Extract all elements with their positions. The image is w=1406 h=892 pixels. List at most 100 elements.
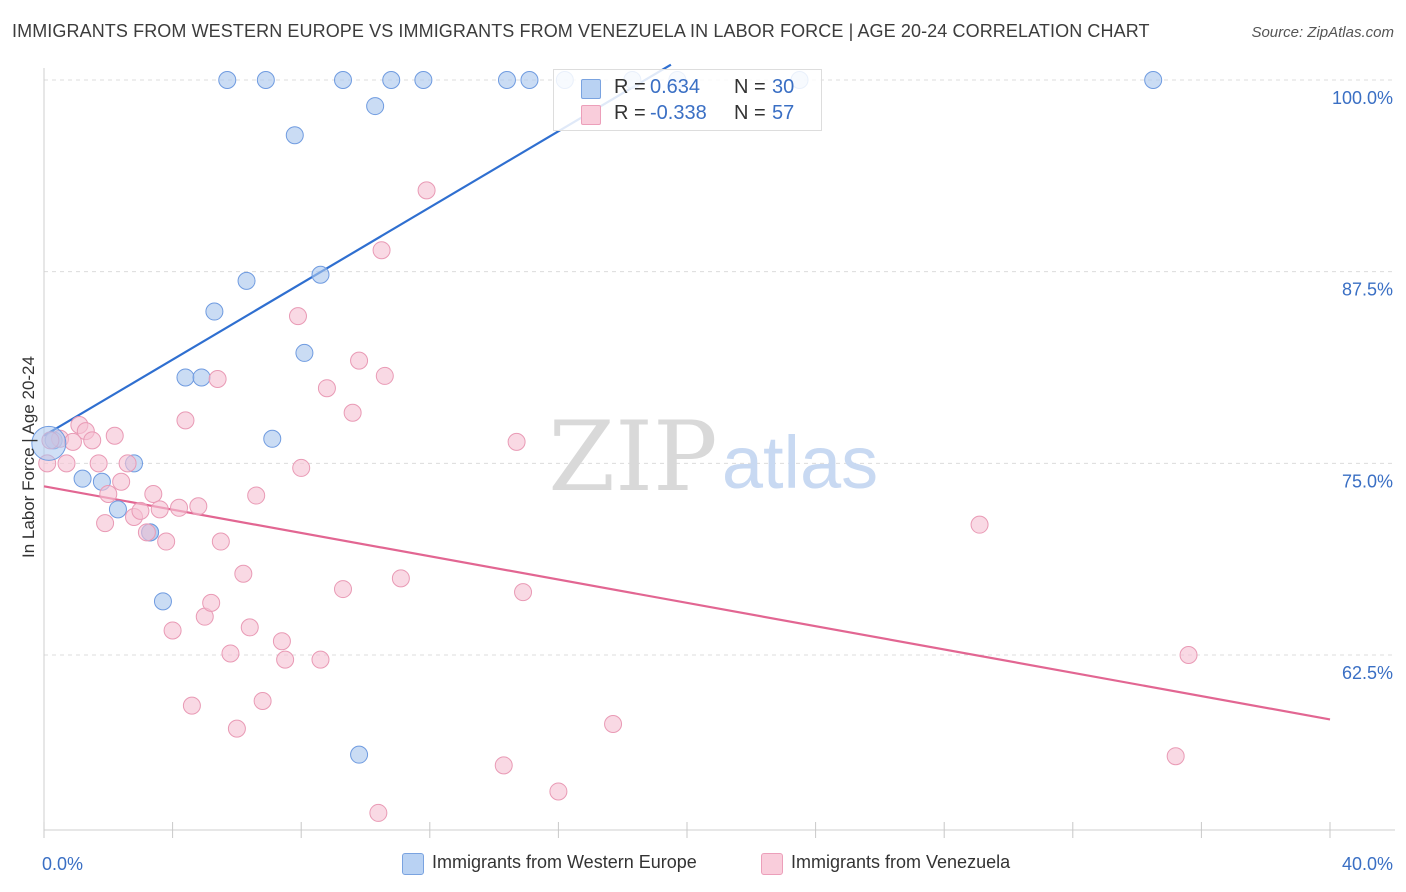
point-venezuela (118, 454, 137, 473)
legend-r-label: R = (614, 102, 646, 124)
point-venezuela (333, 580, 352, 599)
point-venezuela (391, 569, 410, 588)
point-venezuela (970, 515, 989, 534)
trend-line-venezuela (43, 485, 1331, 721)
y-tick-label: 75.0% (1342, 471, 1393, 491)
legend-r-value: 0.634 (650, 76, 701, 98)
legend-swatch-pink (581, 105, 601, 125)
point-venezuela (317, 379, 336, 398)
point-venezuela (137, 523, 156, 542)
point-western-europe (311, 265, 330, 284)
point-venezuela (369, 803, 388, 822)
point-western-europe (205, 302, 224, 321)
point-venezuela (83, 431, 102, 450)
point-western-europe (295, 343, 314, 362)
y-tick-label: 87.5% (1342, 280, 1393, 300)
point-venezuela (253, 692, 272, 710)
point-venezuela (604, 715, 623, 733)
legend-swatch-blue (581, 79, 601, 99)
point-western-europe (176, 368, 195, 387)
point-venezuela (170, 498, 189, 517)
point-western-europe (218, 71, 237, 89)
point-venezuela (112, 472, 131, 491)
legend-r-label: R = (614, 76, 646, 98)
series-swatch-pink (761, 853, 783, 875)
point-western-europe (382, 71, 401, 89)
point-venezuela (494, 756, 513, 775)
y-axis-label: In Labor Force | Age 20-24 (19, 356, 38, 558)
legend-n-label: N = (734, 102, 766, 124)
point-venezuela (202, 593, 221, 612)
point-venezuela (182, 696, 201, 715)
point-venezuela (375, 366, 394, 385)
point-venezuela (549, 782, 568, 801)
point-western-europe (333, 71, 352, 89)
point-venezuela (350, 351, 369, 370)
point-venezuela (189, 497, 208, 516)
point-western-europe (497, 71, 516, 89)
point-venezuela (221, 644, 240, 663)
point-venezuela (176, 411, 195, 430)
y-tick-label: 62.5% (1342, 663, 1393, 683)
point-venezuela (157, 532, 176, 551)
point-venezuela (131, 501, 150, 520)
point-western-europe (366, 97, 385, 116)
point-western-europe (285, 126, 304, 145)
point-venezuela (96, 514, 115, 533)
point-venezuela (144, 485, 163, 503)
point-venezuela (311, 650, 330, 669)
legend-n-label: N = (734, 76, 766, 98)
point-western-europe (108, 500, 127, 519)
point-western-europe (256, 71, 275, 89)
point-venezuela (514, 583, 533, 602)
point-western-europe (414, 71, 433, 89)
point-venezuela (105, 426, 124, 445)
point-venezuela (507, 432, 526, 451)
legend-n-value: 30 (772, 76, 795, 98)
point-venezuela (227, 719, 246, 738)
point-western-europe (192, 368, 211, 387)
point-venezuela (211, 532, 230, 551)
point-venezuela (292, 458, 311, 477)
point-venezuela (150, 500, 169, 519)
chart-title: IMMIGRANTS FROM WESTERN EUROPE VS IMMIGR… (12, 21, 1150, 41)
correlation-legend: R = 0.634 N = 30 R = -0.338 N = 57 (553, 69, 822, 131)
watermark-atlas: atlas (722, 421, 878, 504)
series-name-western-europe: Immigrants from Western Europe (432, 852, 697, 872)
x-tick-label: 0.0% (42, 854, 83, 874)
trend-lines (43, 63, 1331, 721)
point-venezuela (240, 618, 259, 637)
y-tick-label: 100.0% (1332, 88, 1393, 108)
point-western-europe-large (31, 425, 67, 461)
point-venezuela (272, 632, 291, 651)
point-venezuela (372, 241, 391, 260)
source-credit: Source: ZipAtlas.com (1251, 24, 1394, 41)
series-name-venezuela: Immigrants from Venezuela (791, 852, 1011, 872)
data-points (31, 71, 1198, 822)
point-venezuela (208, 370, 227, 388)
point-venezuela (288, 307, 307, 326)
legend-r-value: -0.338 (650, 102, 707, 124)
x-tick-label: 40.0% (1342, 854, 1393, 874)
point-western-europe (73, 469, 92, 488)
axes (43, 68, 1395, 838)
point-venezuela (1179, 646, 1198, 664)
point-venezuela (99, 485, 118, 503)
point-western-europe (520, 71, 539, 89)
point-western-europe (263, 429, 282, 448)
point-venezuela (163, 621, 182, 640)
point-western-europe (1144, 71, 1163, 89)
watermark-zip: ZIP (548, 401, 717, 513)
series-swatch-blue (402, 853, 424, 875)
zipatlas-watermark: ZIP atlas (548, 401, 878, 513)
point-western-europe (237, 271, 256, 290)
point-venezuela (417, 181, 436, 200)
point-venezuela (343, 403, 362, 422)
point-venezuela (234, 564, 253, 583)
point-venezuela (89, 454, 108, 473)
point-venezuela (1166, 747, 1185, 766)
point-western-europe (153, 592, 172, 611)
legend-n-value: 57 (772, 102, 795, 124)
point-venezuela (57, 454, 76, 473)
